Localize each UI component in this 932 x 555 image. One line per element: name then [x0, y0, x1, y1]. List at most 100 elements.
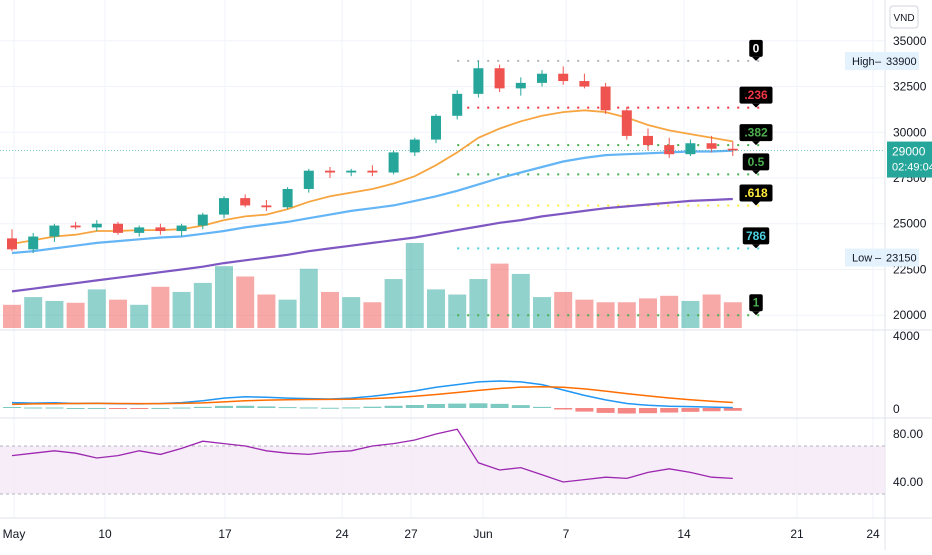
currency-label: VND — [893, 13, 914, 24]
macd-histogram-bar — [427, 404, 445, 408]
time-tick-label: 24 — [866, 527, 880, 541]
time-tick-label: 7 — [563, 527, 570, 541]
moving-averages — [11, 109, 733, 293]
ema-line — [11, 109, 733, 245]
fib-label-pointer — [752, 170, 760, 175]
rsi-band — [0, 446, 885, 494]
macd-histogram-bar — [660, 408, 679, 413]
fib-label-tag — [749, 39, 763, 57]
volume-tick-label: 4000 — [893, 329, 920, 343]
macd-histogram-bar — [66, 408, 85, 409]
fib-label-tag — [742, 227, 770, 245]
fib-label-pointer — [752, 201, 760, 206]
macd-histogram-bar — [702, 408, 721, 412]
low-tag-value-bg — [887, 248, 919, 267]
candle-body — [70, 225, 81, 228]
candle-body — [706, 143, 717, 149]
candle-body — [494, 68, 505, 89]
macd-histogram-bar — [87, 407, 106, 409]
volume-bar — [3, 304, 21, 328]
candle-body — [367, 170, 378, 173]
candle-body — [113, 223, 123, 233]
candle-body — [240, 198, 251, 206]
fib-label-tag — [739, 86, 773, 104]
candle-body — [303, 170, 314, 189]
macd-histogram-bar — [342, 407, 361, 409]
volume-bar — [681, 300, 700, 328]
fib-label-pointer — [752, 244, 760, 249]
macd-histogram-bar — [681, 408, 700, 412]
macd-histogram-bar — [448, 403, 467, 408]
time-tick-label: 27 — [404, 527, 418, 541]
price-tick-label: 25000 — [893, 217, 927, 231]
candle-body — [600, 86, 611, 111]
volume-bar — [427, 289, 445, 328]
fib-label-tag — [739, 184, 773, 202]
macd-histogram-bar — [405, 405, 424, 408]
volume-bar — [702, 294, 721, 328]
volume-bar — [342, 297, 361, 328]
volume-bar — [617, 302, 636, 328]
volume-bar — [723, 302, 742, 328]
time-tick-label: 14 — [677, 527, 691, 541]
volume-bar — [193, 282, 212, 328]
candle-body — [91, 223, 102, 228]
price-axis: VND35000325003000027500250002250020000Hi… — [845, 5, 932, 489]
macd-histogram-bar — [384, 405, 403, 408]
fib-label-text: 786 — [746, 229, 766, 243]
volume-bar — [278, 299, 297, 328]
fib-label-text: .236 — [744, 88, 768, 102]
volume-bar — [363, 302, 382, 328]
volume-bar — [299, 268, 318, 328]
macd-histogram-bar — [299, 407, 318, 409]
volume-bar — [660, 295, 679, 328]
volume-bar — [257, 294, 276, 328]
macd-histogram-bar — [24, 407, 43, 409]
macd-histogram-bar — [511, 405, 530, 408]
rsi-tick-label: 40.00 — [893, 475, 923, 489]
candle-body — [134, 227, 145, 233]
volume-bar — [639, 298, 657, 328]
candle-body — [388, 152, 399, 173]
fib-label-text: .618 — [744, 186, 768, 200]
price-tick-label: 30000 — [893, 125, 927, 139]
volume-bar — [469, 279, 488, 328]
macd-pane — [3, 380, 742, 414]
volume-bar — [172, 291, 191, 328]
candle-body — [49, 225, 60, 237]
fib-label-text: 0 — [753, 41, 760, 55]
high-tag-bg — [845, 51, 887, 70]
macd-histogram-bar — [3, 407, 21, 408]
currency-box — [889, 5, 919, 29]
macd-histogram-bar — [321, 407, 339, 409]
time-axis: May 10 17 24 27 Jun 7 14 21 24 — [3, 527, 880, 541]
ema-line — [11, 149, 733, 255]
macd-histogram-bar — [45, 407, 64, 409]
candle-body — [664, 145, 675, 155]
time-tick-label: May — [3, 527, 26, 541]
volume-bar — [321, 291, 339, 328]
low-tag-label: Low — [852, 253, 872, 265]
candle-body — [579, 81, 590, 87]
volume-bar — [448, 294, 467, 328]
macd-histogram-bar — [193, 406, 212, 408]
candle-body — [431, 115, 441, 140]
macd-histogram-bar — [172, 407, 191, 409]
fib-label-text: 0.5 — [748, 155, 765, 169]
fib-label-tag — [739, 124, 773, 142]
candle-body — [409, 139, 420, 153]
time-tick-label: 10 — [98, 527, 112, 541]
fib-label-pointer — [752, 311, 760, 316]
fib-label-tag — [742, 153, 770, 171]
candle-body — [346, 170, 357, 173]
fibonacci-labels: 0 .236 .382 0.5 .618 786 1 — [739, 39, 773, 316]
candle-body — [155, 227, 166, 232]
volume-bar — [384, 279, 403, 328]
countdown-value: 02:49:04 — [892, 162, 932, 174]
candle-body — [7, 238, 17, 250]
fibonacci-levels — [457, 59, 760, 317]
fib-label-pointer — [752, 141, 760, 146]
